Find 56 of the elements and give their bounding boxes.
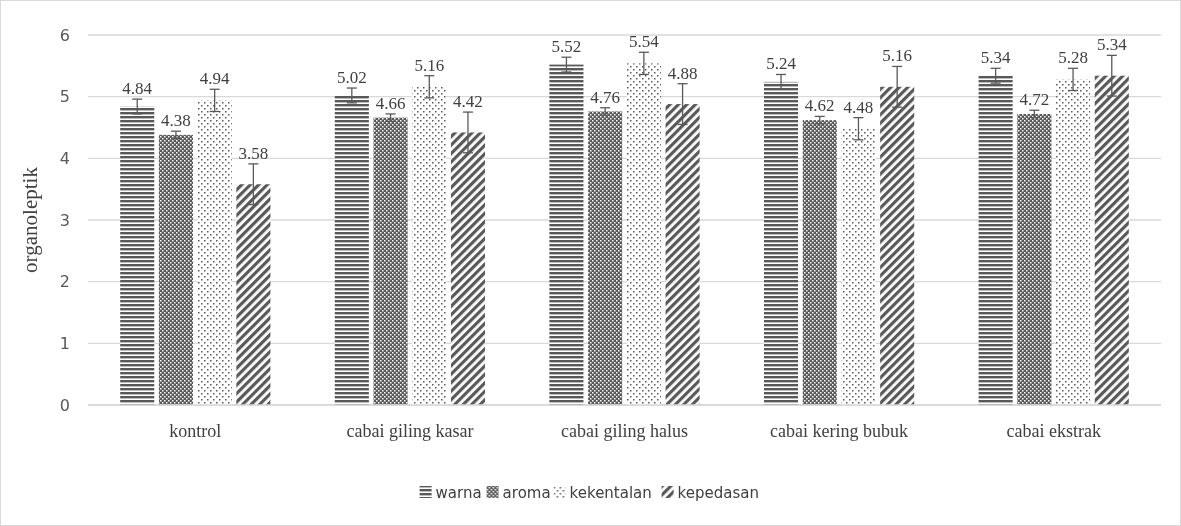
data-label: 5.52 xyxy=(551,37,582,57)
bar xyxy=(763,81,799,405)
data-label: 4.62 xyxy=(804,96,835,116)
bar xyxy=(450,132,486,405)
data-label: 5.02 xyxy=(336,68,367,88)
bar xyxy=(978,75,1013,405)
bar xyxy=(373,117,408,405)
data-label: 4.42 xyxy=(453,92,483,112)
bar xyxy=(120,106,155,405)
data-label: 4.84 xyxy=(122,79,153,99)
bar xyxy=(334,95,369,405)
bar xyxy=(880,86,915,405)
bar xyxy=(236,184,271,405)
data-label: 4.72 xyxy=(1019,90,1050,110)
data-label: 4.88 xyxy=(667,63,698,83)
data-label: 5.34 xyxy=(1096,35,1128,55)
x-tick-label: cabai kering bubuk xyxy=(770,421,909,441)
bar xyxy=(626,63,661,405)
x-tick-label: cabai giling halus xyxy=(561,421,688,441)
data-label: 4.76 xyxy=(590,87,621,107)
legend-label: aroma xyxy=(502,484,551,503)
data-label: 3.58 xyxy=(238,143,269,163)
bar xyxy=(665,104,700,405)
legend-label: warna xyxy=(435,484,482,503)
bar xyxy=(197,100,232,405)
x-tick-label: cabai giling kasar xyxy=(346,421,474,441)
data-label: 5.24 xyxy=(766,54,797,74)
data-label: 5.54 xyxy=(628,32,660,52)
y-tick-label: 4 xyxy=(59,148,70,168)
y-tick-label: 2 xyxy=(59,272,70,292)
y-tick-label: 3 xyxy=(59,210,70,230)
bar xyxy=(412,86,447,405)
bar xyxy=(158,134,193,405)
y-tick-label: 5 xyxy=(59,87,70,107)
y-axis-title: organoleptik xyxy=(18,166,42,273)
bar xyxy=(1094,75,1129,405)
bar xyxy=(549,64,584,405)
x-tick-label: kontrol xyxy=(169,421,222,441)
x-tick-label: cabai ekstrak xyxy=(1006,421,1101,441)
data-label: 4.94 xyxy=(199,69,231,89)
data-label: 5.34 xyxy=(980,48,1011,68)
data-label: 5.16 xyxy=(882,46,913,66)
y-tick-label: 0 xyxy=(59,395,70,415)
bar xyxy=(1017,113,1052,405)
y-tick-label: 1 xyxy=(59,333,70,353)
data-label: 4.38 xyxy=(161,111,191,131)
bar xyxy=(588,111,623,405)
data-label: 4.66 xyxy=(375,93,406,113)
y-tick-label: 6 xyxy=(59,25,70,45)
bar xyxy=(802,120,837,405)
data-label: 5.28 xyxy=(1058,48,1088,68)
data-label: 5.16 xyxy=(414,55,445,75)
legend-label: kepedasan xyxy=(677,484,759,503)
data-label: 4.48 xyxy=(843,97,874,117)
bar xyxy=(1056,79,1091,405)
legend-label: kekentalan xyxy=(569,484,652,503)
